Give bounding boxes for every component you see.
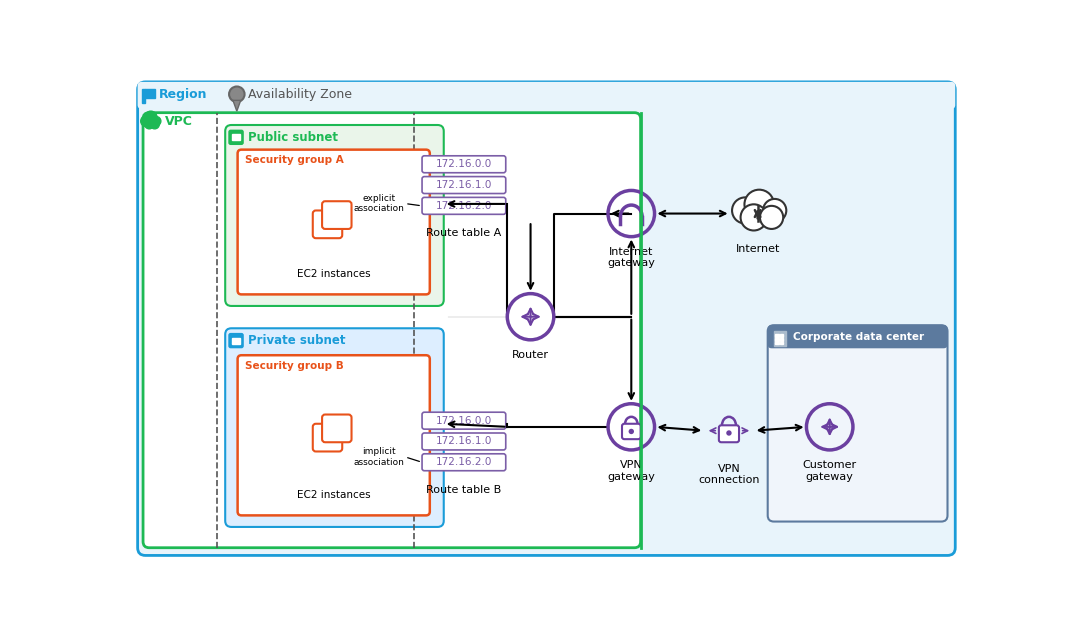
Text: 172.16.2.0: 172.16.2.0: [435, 201, 492, 211]
Circle shape: [727, 430, 732, 435]
FancyBboxPatch shape: [228, 333, 244, 348]
Bar: [144, 89, 155, 98]
FancyBboxPatch shape: [225, 125, 444, 306]
Text: Region: Region: [158, 88, 208, 101]
FancyBboxPatch shape: [238, 355, 430, 516]
FancyBboxPatch shape: [422, 454, 506, 471]
Bar: [774, 331, 786, 346]
Text: Router: Router: [513, 350, 549, 360]
FancyBboxPatch shape: [138, 82, 956, 555]
Bar: [232, 134, 240, 141]
FancyBboxPatch shape: [422, 156, 506, 173]
FancyBboxPatch shape: [422, 198, 506, 215]
FancyBboxPatch shape: [422, 433, 506, 450]
Circle shape: [141, 115, 152, 127]
Bar: [776, 334, 779, 337]
FancyBboxPatch shape: [719, 425, 739, 442]
Bar: [780, 342, 783, 345]
Circle shape: [229, 86, 245, 102]
Text: Corporate data center: Corporate data center: [793, 332, 923, 342]
Text: VPN
connection: VPN connection: [699, 464, 760, 485]
Bar: [141, 89, 144, 103]
FancyBboxPatch shape: [143, 113, 641, 548]
Text: 172.16.1.0: 172.16.1.0: [435, 180, 492, 190]
Text: EC2 instances: EC2 instances: [296, 269, 370, 280]
FancyBboxPatch shape: [322, 201, 352, 229]
FancyBboxPatch shape: [238, 150, 430, 295]
Text: implicit
association: implicit association: [353, 447, 404, 466]
Circle shape: [760, 206, 783, 229]
FancyBboxPatch shape: [312, 424, 342, 451]
Text: Public subnet: Public subnet: [248, 131, 338, 144]
Circle shape: [144, 120, 154, 129]
Bar: [776, 342, 779, 345]
FancyBboxPatch shape: [767, 325, 948, 522]
Bar: [780, 334, 783, 337]
FancyBboxPatch shape: [322, 415, 352, 442]
Bar: [780, 338, 783, 341]
Bar: [232, 338, 240, 344]
Text: 172.16.0.0: 172.16.0.0: [435, 416, 492, 426]
Text: explicit
association: explicit association: [353, 194, 404, 213]
Circle shape: [628, 429, 635, 434]
Circle shape: [152, 117, 160, 126]
Polygon shape: [233, 100, 241, 111]
Text: Internet
gateway: Internet gateway: [608, 247, 655, 268]
FancyBboxPatch shape: [228, 129, 244, 145]
Text: Internet: Internet: [735, 244, 780, 254]
FancyBboxPatch shape: [422, 412, 506, 429]
Circle shape: [150, 120, 159, 129]
Text: Route table B: Route table B: [426, 485, 502, 495]
Circle shape: [740, 204, 767, 230]
Text: VPN
gateway: VPN gateway: [608, 460, 655, 481]
Text: Security group B: Security group B: [245, 361, 345, 371]
FancyBboxPatch shape: [767, 325, 948, 348]
FancyBboxPatch shape: [225, 328, 444, 527]
Text: 172.16.0.0: 172.16.0.0: [435, 159, 492, 169]
FancyBboxPatch shape: [138, 82, 956, 109]
Text: VPC: VPC: [165, 115, 193, 127]
Text: 172.16.1.0: 172.16.1.0: [435, 437, 492, 447]
Text: Customer
gateway: Customer gateway: [802, 460, 857, 481]
Text: Private subnet: Private subnet: [248, 334, 346, 347]
Circle shape: [745, 190, 774, 219]
FancyBboxPatch shape: [312, 211, 342, 238]
Text: EC2 instances: EC2 instances: [296, 490, 370, 500]
Circle shape: [144, 111, 157, 124]
Text: Security group A: Security group A: [245, 155, 345, 165]
Text: Availability Zone: Availability Zone: [248, 88, 352, 101]
FancyBboxPatch shape: [422, 177, 506, 194]
Circle shape: [732, 198, 759, 223]
Text: Route table A: Route table A: [426, 228, 502, 238]
Text: 172.16.2.0: 172.16.2.0: [435, 457, 492, 468]
Circle shape: [763, 199, 786, 222]
Bar: [776, 338, 779, 341]
FancyBboxPatch shape: [622, 424, 641, 439]
